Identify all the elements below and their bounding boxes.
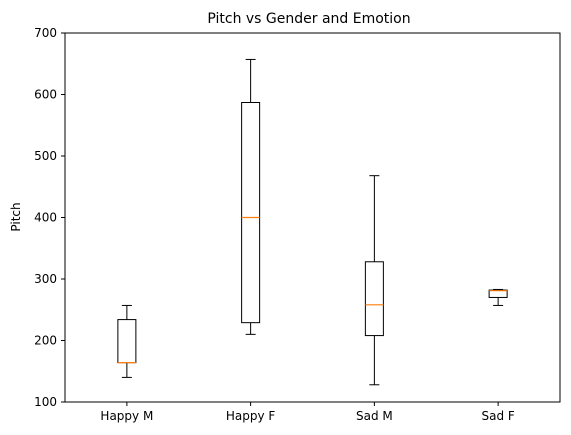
y-tick-label: 200 xyxy=(34,334,57,348)
y-tick-label: 400 xyxy=(34,211,57,225)
box-iqr xyxy=(117,319,137,364)
box-iqr xyxy=(488,289,508,298)
box-iqr xyxy=(364,261,384,337)
x-tick-label: Sad F xyxy=(481,409,514,423)
box-iqr xyxy=(241,101,261,324)
y-tick-label: 600 xyxy=(34,88,57,102)
y-tick-label: 700 xyxy=(34,26,57,40)
plot-area: 100 200 300 400 500 600 700 Happy M Happy F Sad M… xyxy=(34,26,515,423)
x-tick-label: Sad M xyxy=(356,409,393,423)
x-tick-label: Happy M xyxy=(100,409,153,423)
y-tick-label: 100 xyxy=(34,395,57,409)
y-tick-label: 500 xyxy=(34,149,57,163)
y-tick-label: 300 xyxy=(34,272,57,286)
chart-title: Pitch vs Gender and Emotion xyxy=(207,11,410,27)
plot-frame xyxy=(64,32,561,403)
x-tick-label: Happy F xyxy=(226,409,276,423)
y-axis-label: Pitch xyxy=(9,202,23,231)
